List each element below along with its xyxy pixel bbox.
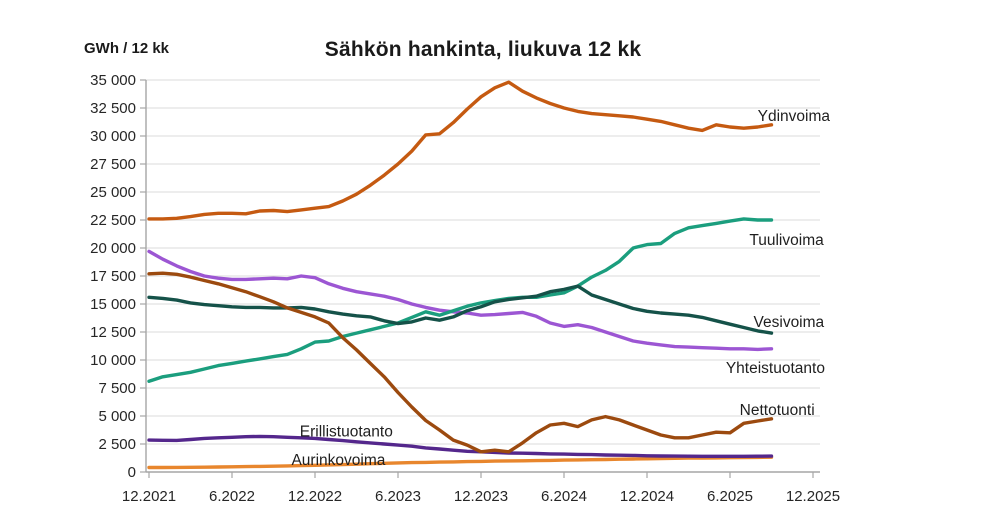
x-tick-label: 12.2024 [620, 488, 674, 505]
x-tick-label: 6.2025 [707, 488, 753, 505]
series-line-ydinvoima [147, 80, 774, 221]
series-label-erillistuotanto: Erillistuotanto [300, 424, 393, 441]
y-tick-label: 32 500 [90, 100, 136, 117]
series-label-yhteistuotanto: Yhteistuotanto [726, 360, 825, 377]
y-tick-label: 20 000 [90, 240, 136, 257]
series-label-nettotuonti: Nettotuonti [740, 402, 815, 419]
y-tick-label: 12 500 [90, 324, 136, 341]
y-tick-label: 15 000 [90, 296, 136, 313]
y-tick-label: 17 500 [90, 268, 136, 285]
y-axis-tick-labels: 0 2 500 5 000 7 500 10 000 12 500 15 000 17 500… [90, 72, 136, 481]
series-labels: Yhteistuotanto Tuulivoima Vesivoima Aurinko… [291, 108, 830, 469]
series-label-aurinkovoima: Aurinkovoima [291, 452, 385, 469]
y-tick-label: 25 000 [90, 184, 136, 201]
y-tick-label: 0 [128, 464, 136, 481]
x-tick-label: 12.2023 [454, 488, 508, 505]
y-tick-label: 35 000 [90, 72, 136, 89]
series-line-erillistuotanto [147, 434, 774, 458]
chart-title: Sähkön hankinta, liukuva 12 kk [324, 38, 642, 61]
series-lines [147, 80, 774, 470]
x-tick-label: 12.2021 [122, 488, 176, 505]
y-tick-label: 5 000 [98, 408, 136, 425]
series-line-yhteistuotanto [147, 249, 774, 352]
y-tick-label: 27 500 [90, 156, 136, 173]
y-tick-label: 30 000 [90, 128, 136, 145]
series-line-tuulivoima [147, 217, 774, 383]
x-tick-label: 12.2025 [786, 488, 840, 505]
series-label-tuulivoima: Tuulivoima [749, 232, 824, 249]
y-axis-unit-label: GWh / 12 kk [84, 40, 170, 57]
x-tick-label: 6.2023 [375, 488, 421, 505]
y-tick-label: 2 500 [98, 436, 136, 453]
x-axis-tick-labels: 12.2021 6.2022 12.2022 6.2023 12.2023 6.2024 1… [122, 488, 840, 505]
gridlines [140, 79, 820, 478]
y-tick-label: 22 500 [90, 212, 136, 229]
series-line-aurinkovoima [147, 455, 774, 470]
series-line-vesivoima [147, 284, 774, 335]
x-tick-label: 6.2022 [209, 488, 255, 505]
series-line-nettotuonti [147, 271, 774, 454]
x-tick-label: 6.2024 [541, 488, 587, 505]
x-tick-label: 12.2022 [288, 488, 342, 505]
series-label-vesivoima: Vesivoima [754, 314, 825, 331]
y-tick-label: 10 000 [90, 352, 136, 369]
y-tick-label: 7 500 [98, 380, 136, 397]
series-label-ydinvoima: Ydinvoima [758, 108, 831, 125]
